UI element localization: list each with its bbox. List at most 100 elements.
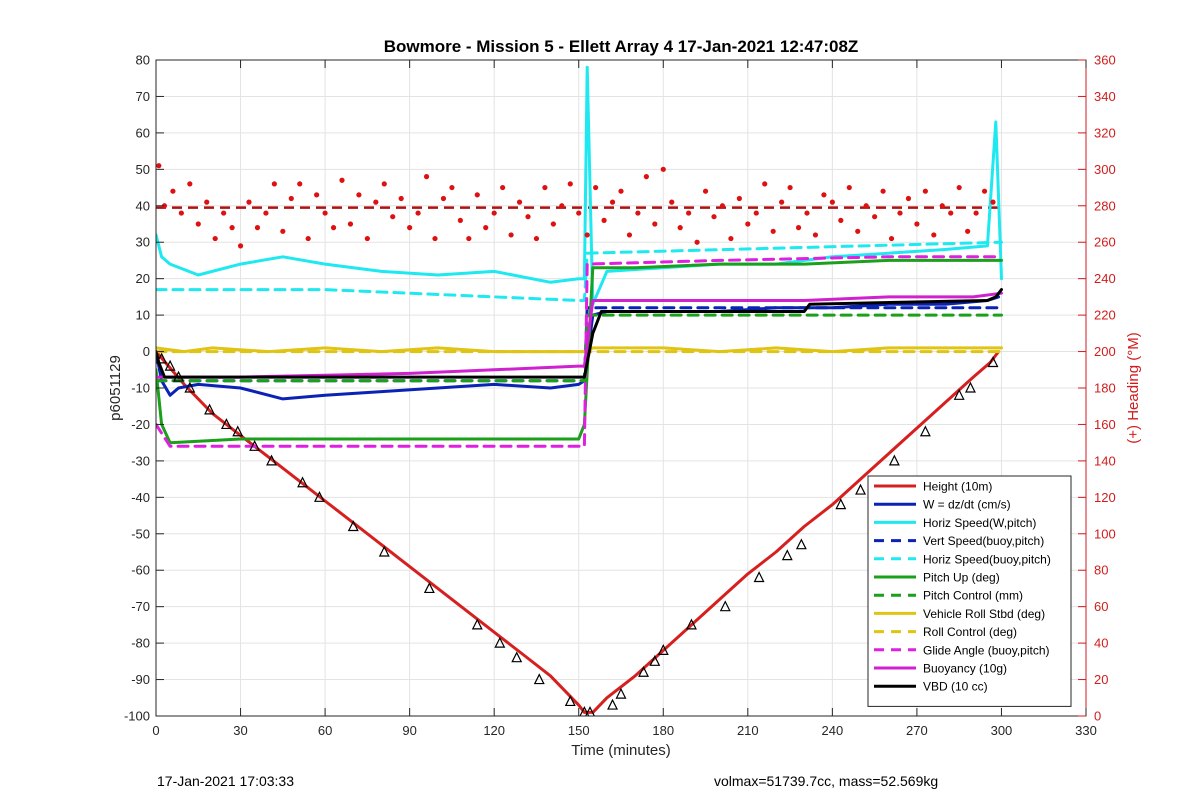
y2-tick-label: 300 [1094, 162, 1116, 177]
height-marker [855, 483, 867, 495]
heading-point [364, 235, 370, 242]
height-marker [564, 695, 576, 707]
height-marker [685, 618, 697, 630]
heading-point [156, 163, 162, 169]
y2-tick-label: 200 [1094, 344, 1116, 359]
x-tick-label: 300 [991, 723, 1013, 738]
x-tick-label: 60 [318, 723, 332, 738]
y-tick-label: 0 [143, 344, 150, 359]
heading-point [187, 181, 193, 187]
y2-axis-label: (+) Heading (°M) [1125, 332, 1142, 443]
heading-point [500, 184, 506, 191]
height-marker [953, 388, 965, 400]
legend-label: VBD (10 cc) [923, 680, 988, 694]
x-tick-label: 270 [906, 723, 928, 738]
heading-point [584, 232, 590, 238]
heading-point [415, 210, 421, 216]
y-tick-label: -30 [131, 453, 150, 468]
height-marker [232, 425, 244, 437]
y-axis-left: -100-90-80-70-60-50-40-30-20-10010203040… [124, 53, 164, 724]
heading-point [686, 210, 692, 216]
heading-point [956, 184, 962, 191]
x-tick-label: 150 [568, 723, 590, 738]
heading-point [542, 184, 548, 191]
heading-point [339, 177, 345, 183]
x-tick-label: 240 [822, 723, 844, 738]
y-tick-label: -40 [131, 490, 150, 505]
heading-point [271, 181, 277, 187]
heading-point [770, 228, 776, 234]
heading-point [711, 214, 717, 220]
y2-tick-label: 140 [1094, 453, 1116, 468]
y2-tick-label: 360 [1094, 53, 1116, 68]
heading-point [407, 225, 413, 231]
height-marker [164, 359, 176, 371]
heading-point [322, 210, 328, 216]
heading-point [533, 235, 540, 242]
height-marker [835, 498, 847, 510]
heading-point [753, 210, 759, 216]
heading-point [170, 188, 176, 194]
heading-point [821, 192, 827, 198]
legend-label: Buoyancy (10g) [923, 662, 1007, 676]
y-axis-right: 0 20 40 60 80 100 120 140 160 180 200 220 240 260 280 3… [1078, 53, 1116, 724]
legend-label: Height (10m) [923, 480, 992, 494]
heading-point [601, 217, 607, 223]
y2-tick-label: 260 [1094, 235, 1116, 250]
heading-point [855, 228, 861, 234]
y2-tick-label: 120 [1094, 490, 1116, 505]
y-tick-label: 80 [136, 53, 150, 68]
heading-point [178, 210, 184, 216]
height-marker [313, 490, 325, 502]
heading-point [702, 188, 709, 194]
y-tick-label: 30 [136, 235, 150, 250]
heading-point [694, 239, 700, 245]
chart-title: Bowmore - Mission 5 - Ellett Array 4 17-… [384, 37, 859, 56]
heading-point [254, 225, 261, 231]
y2-tick-label: 40 [1094, 636, 1108, 651]
y2-tick-label: 0 [1094, 709, 1101, 724]
y-tick-label: -60 [131, 563, 150, 578]
height-marker [471, 618, 483, 630]
heading-point [812, 232, 819, 238]
heading-point [567, 181, 573, 187]
legend-label: Horiz Speed(buoy,pitch) [923, 552, 1051, 566]
y-axis-label: p6051129 [107, 355, 124, 421]
heading-point [466, 235, 472, 242]
heading-point [787, 184, 793, 191]
heading-point [922, 188, 928, 194]
height-marker [347, 520, 359, 532]
heading-point [474, 192, 480, 198]
heading-point [390, 214, 396, 220]
heading-point [356, 192, 362, 198]
heading-point [643, 174, 649, 180]
heading-point [449, 184, 455, 191]
footer-volmax-mass: volmax=51739.7cc, mass=52.569kg [714, 773, 939, 789]
x-axis: 0 30 60 90 120 150 180 210 240 270 300 330 [152, 60, 1097, 738]
series-line-0 [156, 350, 1001, 714]
y2-tick-label: 60 [1094, 599, 1108, 614]
height-marker [184, 381, 196, 393]
heading-point [483, 225, 489, 231]
legend-label: Horiz Speed(W,pitch) [923, 516, 1036, 530]
y-tick-label: -70 [131, 599, 150, 614]
height-marker [511, 651, 523, 663]
heading-point [762, 181, 768, 187]
y2-tick-label: 100 [1094, 526, 1116, 541]
heading-point [576, 210, 582, 216]
legend-label: W = dz/dt (cm/s) [923, 498, 1011, 512]
heading-point [939, 203, 945, 209]
height-marker [533, 673, 545, 685]
y-tick-label: -80 [131, 636, 150, 651]
heading-point [280, 228, 286, 234]
x-tick-label: 330 [1075, 723, 1097, 738]
y-tick-label: -10 [131, 381, 150, 396]
y2-tick-label: 220 [1094, 308, 1116, 323]
heading-point [297, 181, 303, 187]
heading-point [161, 203, 168, 209]
y-tick-label: 10 [136, 308, 150, 323]
heading-point [440, 195, 447, 202]
series-line-4 [156, 240, 1003, 302]
heading-point [838, 217, 844, 223]
height-marker [173, 370, 185, 382]
